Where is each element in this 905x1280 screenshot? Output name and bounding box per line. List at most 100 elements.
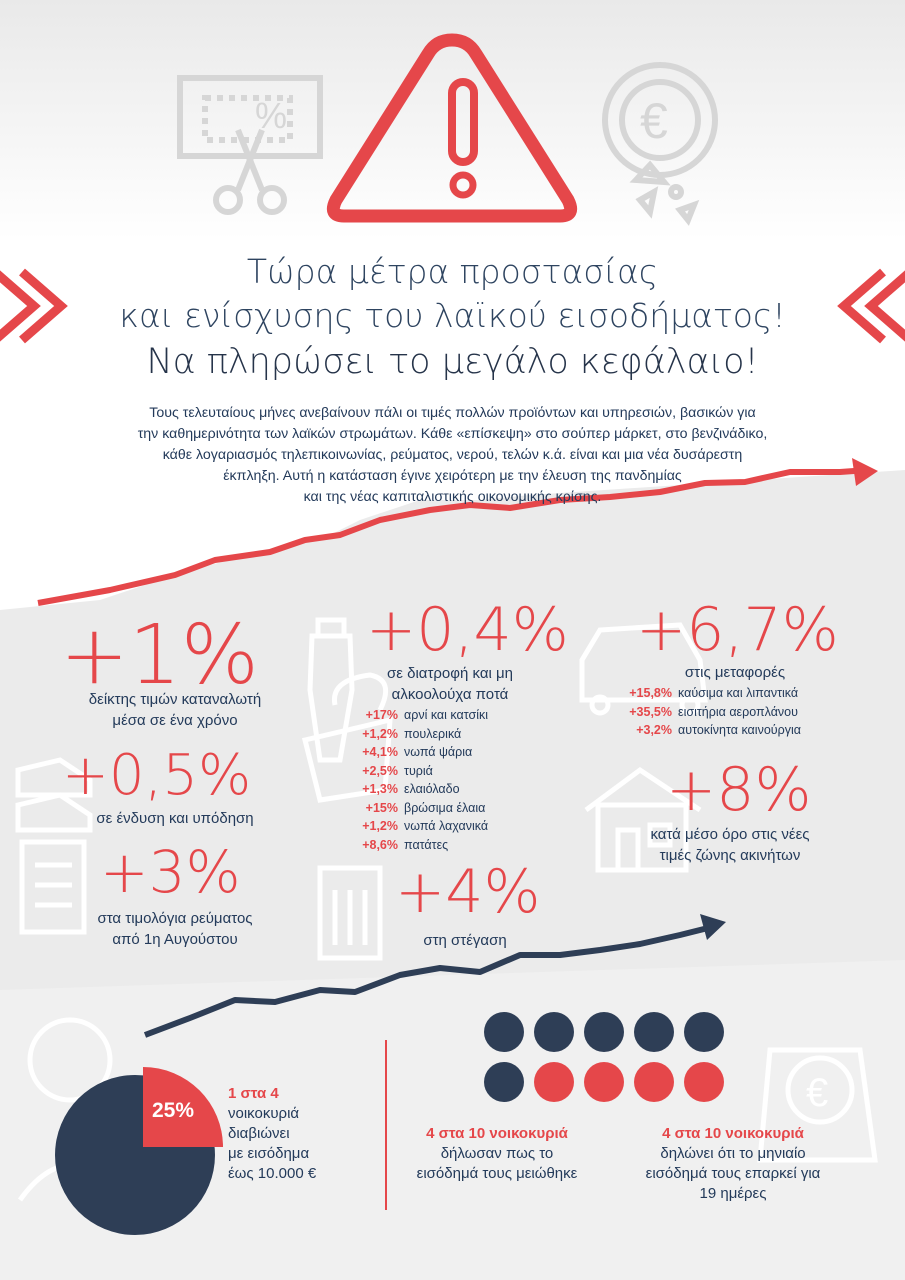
real-estate-value: +8% — [666, 755, 812, 825]
intro-line: κάθε λογαριασμός τηλεπικοινωνίας, ρεύματ… — [162, 447, 743, 463]
title-line-2: και ενίσχυσης του λαϊκού εισοδήματος! — [119, 296, 786, 335]
intro-line: Τους τελευταίους μήνες ανεβαίνουν πάλι ο… — [149, 405, 756, 421]
food-items-list: +17% αρνί και κατσίκι +1,2% πουλερικά +4,1… — [330, 706, 488, 854]
item-pct: +2,5% — [362, 763, 398, 778]
dot — [534, 1012, 574, 1052]
food-caption-line: αλκοολούχα ποτά — [391, 686, 509, 703]
list-item: +4,1% νωπά ψάρια — [330, 743, 488, 762]
dot-highlighted — [534, 1062, 574, 1102]
list-item: +35,5% εισιτήρια αεροπλάνου — [604, 703, 801, 722]
item-label: αρνί και κατσίκι — [404, 708, 489, 722]
item-pct: +8,6% — [362, 837, 398, 852]
list-item: +17% αρνί και κατσίκι — [330, 706, 488, 725]
stat-reduced: 4 στα 10 νοικοκυριά δήλωσαν πως το εισόδ… — [386, 1124, 608, 1184]
title-line-1: Τώρα μέτρα προστασίας — [246, 252, 659, 291]
housing-value: +4% — [395, 857, 541, 927]
red-trend-arrow-icon — [37, 458, 878, 606]
item-pct: +3,2% — [636, 723, 672, 737]
item-pct: +1,3% — [362, 782, 398, 796]
electricity-caption-line: στα τιμολόγια ρεύματος — [97, 910, 253, 927]
stat-days-headline: 4 στα 10 νοικοκυριά — [662, 1125, 804, 1142]
intro-paragraph: Τους τελευταίους μήνες ανεβαίνουν πάλι ο… — [40, 403, 865, 508]
item-label: εισιτήρια αεροπλάνου — [678, 704, 798, 719]
car-icon — [579, 622, 708, 716]
house-icon — [584, 766, 702, 873]
item-label: ελαιόλαδο — [404, 782, 460, 796]
item-pct: +1,2% — [362, 819, 398, 833]
list-item: +15% βρώσιμα έλαια — [330, 799, 488, 818]
stat-days-line: 19 ημέρες — [699, 1185, 767, 1202]
real-estate-caption-line: τιμές ζώνης ακινήτων — [659, 847, 801, 864]
list-item: +2,5% τυριά — [330, 762, 488, 781]
dot-highlighted — [634, 1062, 674, 1102]
pie-text-line: νοικοκυριά — [228, 1105, 300, 1122]
pie-text: 1 στα 4 νοικοκυριά διαβιώνει με εισόδημα… — [228, 1084, 316, 1184]
intro-line: και της νέας καπιταλιστικής οικονομικής … — [303, 489, 602, 505]
euro-coin-icon: € — [757, 1047, 878, 1163]
pie-percent-label: 25% — [152, 1099, 194, 1122]
invoice-icon — [19, 839, 87, 935]
clothing-value: +0,5% — [62, 743, 252, 808]
real-estate-caption: κατά μέσο όρο στις νέες τιμές ζώνης ακιν… — [610, 824, 850, 866]
pie-headline: 1 στα 4 — [228, 1085, 279, 1102]
stat-reduced-line: δήλωσαν πως το — [440, 1145, 554, 1162]
cpi-caption-line: μέσα σε ένα χρόνο — [112, 712, 238, 729]
income-pie-chart: 25% — [55, 1067, 223, 1235]
dot — [584, 1012, 624, 1052]
intro-line: την καθημερινότητα των λαϊκών στρωμάτων.… — [137, 426, 768, 442]
euro-crisis-icon: € — [602, 62, 718, 226]
item-pct: +35,5% — [629, 704, 672, 719]
item-label: τυριά — [404, 763, 433, 778]
item-label: νωπά λαχανικά — [404, 819, 489, 833]
title-line-3: Να πληρώσει το μεγάλο κεφάλαιο! — [146, 342, 759, 382]
electricity-caption: στα τιμολόγια ρεύματος από 1η Αυγούστου — [30, 908, 320, 950]
svg-text:%: % — [255, 95, 287, 136]
cpi-value: +1% — [60, 608, 259, 703]
shoes-icon — [15, 757, 93, 833]
list-item: +1,2% πουλερικά — [330, 725, 488, 744]
item-label: βρώσιμα έλαια — [404, 800, 486, 815]
dot — [484, 1062, 524, 1102]
bottle-icon — [307, 617, 355, 763]
stat-reduced-line: εισόδημά τους μειώθηκε — [416, 1165, 578, 1182]
cpi-caption: δείκτης τιμών καταναλωτή μέσα σε ένα χρό… — [30, 689, 320, 731]
warning-triangle-icon — [326, 33, 578, 223]
stat-days-line: εισόδημά τους επαρκεί για — [645, 1165, 821, 1182]
transport-items-list: +15,8% καύσιμα και λιπαντικά +35,5% εισιτή… — [604, 684, 801, 740]
food-caption: σε διατροφή και μη αλκοολούχα ποτά — [310, 663, 590, 705]
list-item: +3,2% αυτοκίνητα καινούργια — [604, 721, 801, 740]
dot — [634, 1012, 674, 1052]
item-pct: +4,1% — [362, 745, 398, 759]
electricity-value: +3% — [100, 838, 241, 906]
right-chevrons-icon — [837, 268, 905, 344]
dot — [684, 1012, 724, 1052]
list-item: +1,2% νωπά λαχανικά — [330, 817, 488, 836]
item-pct: +15,8% — [629, 686, 672, 700]
stat-days: 4 στα 10 νοικοκυριά δηλώνει ότι το μηνια… — [618, 1124, 848, 1204]
dot-highlighted — [684, 1062, 724, 1102]
list-item: +15,8% καύσιμα και λιπαντικά — [604, 684, 801, 703]
pie-slice-highlight — [143, 1067, 223, 1147]
item-label: καύσιμα και λιπαντικά — [678, 686, 799, 700]
groceries-icon — [301, 672, 393, 803]
pie-text-line: έως 10.000 € — [228, 1165, 317, 1182]
item-pct: +17% — [365, 708, 398, 722]
transport-value: +6,7% — [636, 595, 839, 665]
pie-text-line: διαβιώνει — [228, 1125, 290, 1142]
svg-text:€: € — [640, 93, 668, 149]
item-label: πατάτες — [404, 837, 449, 852]
housing-caption: στη στέγαση — [423, 932, 507, 949]
food-value: +0,4% — [366, 595, 569, 665]
transport-caption: στις μεταφορές — [684, 664, 786, 681]
navy-trend-arrow-icon — [143, 914, 726, 1038]
pie-text-line: με εισόδημα — [228, 1145, 310, 1162]
building-icon — [317, 865, 383, 961]
left-chevrons-icon — [0, 268, 68, 344]
stat-days-line: δηλώνει ότι το μηνιαίο — [660, 1145, 806, 1162]
page-title: Τώρα μέτρα προστασίας και ενίσχυσης του … — [70, 250, 835, 386]
item-pct: +15% — [365, 800, 398, 815]
dot — [484, 1012, 524, 1052]
list-item: +8,6% πατάτες — [330, 836, 488, 855]
clothing-caption: σε ένδυση και υπόδηση — [96, 810, 254, 827]
